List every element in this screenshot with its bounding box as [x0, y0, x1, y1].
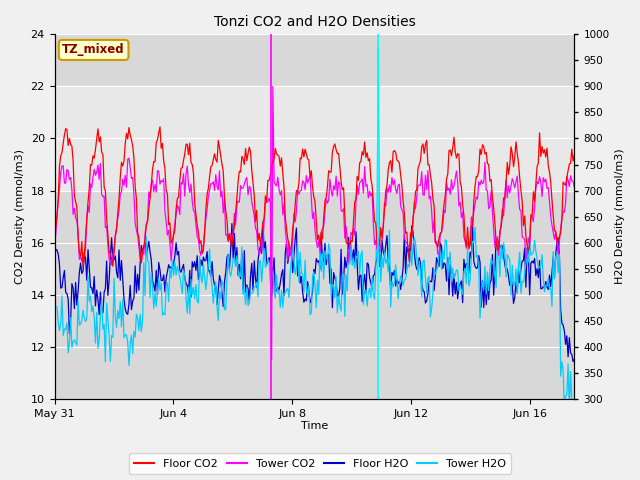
Text: TZ_mixed: TZ_mixed	[62, 44, 125, 57]
Legend: Floor CO2, Tower CO2, Floor H2O, Tower H2O: Floor CO2, Tower CO2, Floor H2O, Tower H…	[129, 453, 511, 474]
X-axis label: Time: Time	[301, 421, 328, 432]
Y-axis label: CO2 Density (mmol/m3): CO2 Density (mmol/m3)	[15, 149, 25, 284]
Title: Tonzi CO2 and H2O Densities: Tonzi CO2 and H2O Densities	[214, 15, 415, 29]
Bar	[54, 86, 574, 191]
Y-axis label: H2O Density (mmol/m3): H2O Density (mmol/m3)	[615, 149, 625, 285]
